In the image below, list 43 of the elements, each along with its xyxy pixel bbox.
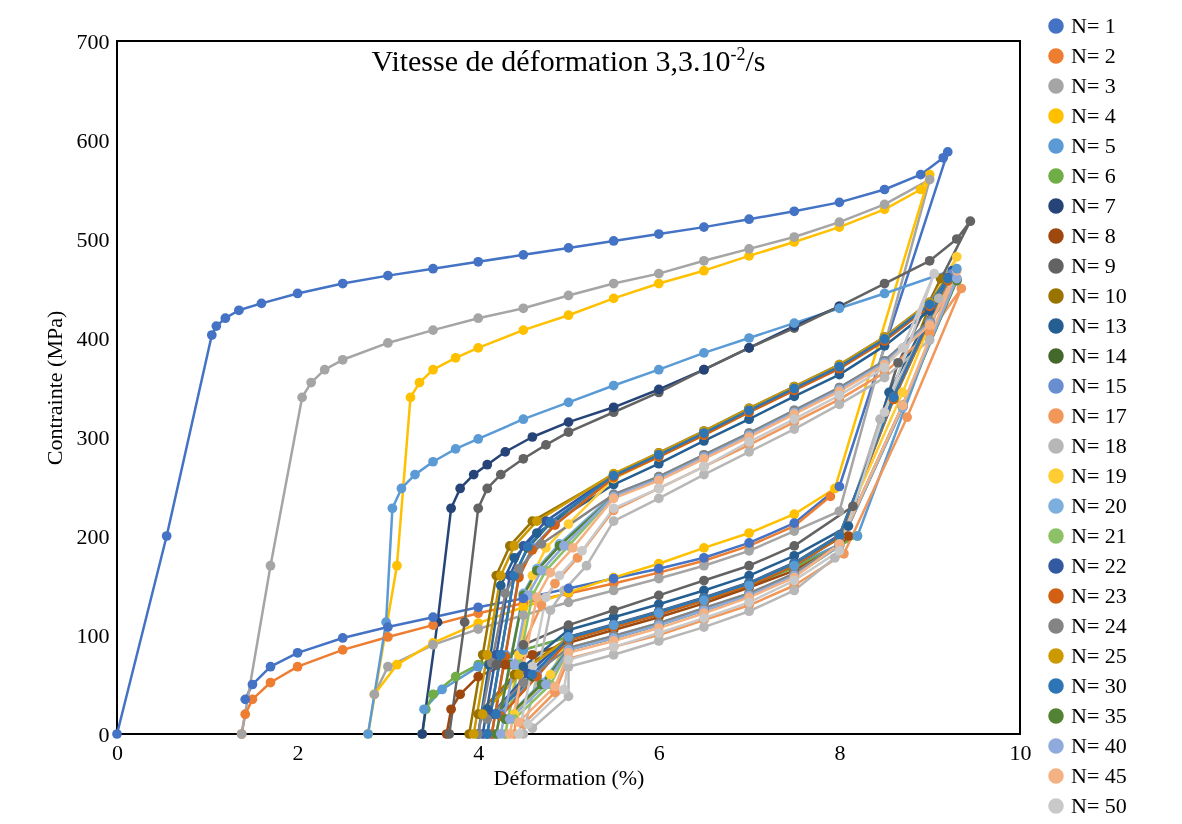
legend-label: N= 50 bbox=[1071, 793, 1127, 818]
legend-label: N= 10 bbox=[1071, 283, 1127, 308]
y-tick-label: 0 bbox=[98, 721, 110, 747]
y-tick-label: 600 bbox=[76, 127, 110, 153]
legend-label: N= 1 bbox=[1071, 13, 1116, 38]
x-tick-label: 2 bbox=[292, 739, 304, 765]
legend-label: N= 45 bbox=[1071, 763, 1127, 788]
legend-label: N= 4 bbox=[1071, 103, 1116, 128]
legend-label: N= 9 bbox=[1071, 253, 1116, 278]
legend-label: N= 30 bbox=[1071, 673, 1127, 698]
legend-label: N= 5 bbox=[1071, 133, 1116, 158]
legend-label: N= 20 bbox=[1071, 493, 1127, 518]
x-tick-label: 10 bbox=[1009, 739, 1032, 765]
x-tick-label: 4 bbox=[473, 739, 485, 765]
legend-label: N= 3 bbox=[1071, 73, 1116, 98]
legend-label: N= 40 bbox=[1071, 733, 1127, 758]
legend-label: N= 14 bbox=[1071, 343, 1127, 368]
legend-label: N= 17 bbox=[1071, 403, 1127, 428]
y-tick-label: 500 bbox=[76, 226, 110, 252]
x-axis-title: Déformation (%) bbox=[493, 764, 645, 790]
y-tick-label: 100 bbox=[76, 622, 110, 648]
legend-label: N= 19 bbox=[1071, 463, 1127, 488]
y-axis-title: Contrainte (MPa) bbox=[41, 310, 67, 466]
y-tick-label: 400 bbox=[76, 325, 110, 351]
chart-title: Vitesse de déformation 3,3.10$^{-2}$/s bbox=[370, 44, 767, 78]
x-tick-label: 8 bbox=[834, 739, 846, 765]
legend-label: N= 18 bbox=[1071, 433, 1127, 458]
legend-label: N= 2 bbox=[1071, 43, 1116, 68]
legend-label: N= 22 bbox=[1071, 553, 1127, 578]
legend-label: N= 15 bbox=[1071, 373, 1127, 398]
legend-label: N= 25 bbox=[1071, 643, 1127, 668]
legend-label: N= 24 bbox=[1071, 613, 1127, 638]
legend-label: N= 23 bbox=[1071, 583, 1127, 608]
y-tick-label: 300 bbox=[76, 424, 110, 450]
legend-label: N= 21 bbox=[1071, 523, 1127, 548]
x-tick-label: 6 bbox=[653, 739, 665, 765]
y-tick-label: 200 bbox=[76, 523, 110, 549]
legend-label: N= 8 bbox=[1071, 223, 1116, 248]
legend-label: N= 7 bbox=[1071, 193, 1116, 218]
legend-label: N= 35 bbox=[1071, 703, 1127, 728]
legend-label: N= 6 bbox=[1071, 163, 1116, 188]
y-tick-label: 700 bbox=[76, 28, 110, 54]
legend-label: N= 13 bbox=[1071, 313, 1127, 338]
